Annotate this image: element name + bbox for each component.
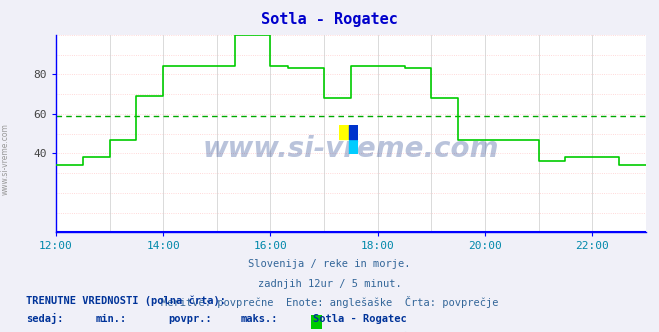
Text: Sotla - Rogatec: Sotla - Rogatec (261, 12, 398, 27)
Text: min.:: min.: (96, 314, 127, 324)
Bar (339, 124, 349, 139)
Text: pretok[čevelj3/min]: pretok[čevelj3/min] (327, 331, 445, 332)
Text: maks.:: maks.: (241, 314, 278, 324)
Text: zadnjih 12ur / 5 minut.: zadnjih 12ur / 5 minut. (258, 279, 401, 289)
Text: TRENUTNE VREDNOSTI (polna črta):: TRENUTNE VREDNOSTI (polna črta): (26, 295, 226, 306)
Text: Slovenija / reke in morje.: Slovenija / reke in morje. (248, 259, 411, 269)
Bar (349, 139, 358, 154)
Text: www.si-vreme.com: www.si-vreme.com (1, 124, 10, 195)
Text: sedaj:: sedaj: (26, 313, 64, 324)
Bar (349, 124, 358, 139)
Text: www.si-vreme.com: www.si-vreme.com (203, 135, 499, 163)
Text: povpr.:: povpr.: (168, 314, 212, 324)
Text: Sotla - Rogatec: Sotla - Rogatec (313, 314, 407, 324)
Text: Meritve: povprečne  Enote: anglešaške  Črta: povprečje: Meritve: povprečne Enote: anglešaške Črt… (161, 296, 498, 308)
